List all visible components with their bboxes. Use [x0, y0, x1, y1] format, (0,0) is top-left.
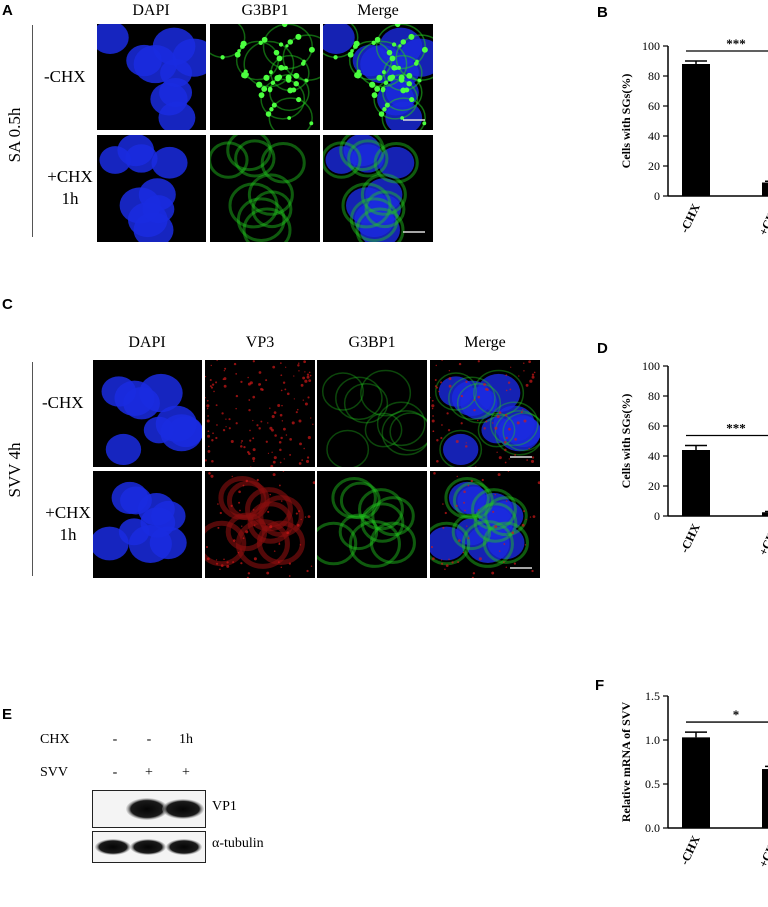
group-divider-a: [32, 25, 33, 237]
blot-band-tubulin: [92, 831, 206, 863]
micrograph-c-vp3-plus: [205, 471, 315, 578]
group-divider-c: [32, 362, 33, 576]
col-label-g3bp1-c: G3BP1: [348, 334, 396, 351]
blot-row-label-chx: CHX: [40, 732, 70, 747]
micrograph-c-g3bp1-minus: [317, 360, 427, 467]
y-tick-label: 80: [648, 69, 660, 83]
blot-row-label-svv: SVV: [40, 765, 69, 780]
micrograph-a-merge-plus: [323, 135, 433, 242]
micrograph-a-dapi-minus: [97, 24, 206, 130]
row-label-c-minus: -CHX: [42, 393, 84, 412]
group-label-a: SA 0.5h: [5, 107, 24, 163]
bar: [762, 512, 768, 516]
category-label: +CHX: [756, 201, 768, 238]
row-label-a-plus: +CHX 1h: [47, 167, 93, 208]
category-label: +CHX: [756, 833, 768, 870]
bar: [762, 769, 768, 828]
bar: [682, 737, 710, 828]
category-label: -CHX: [677, 201, 703, 235]
category-label: -CHX: [677, 521, 703, 555]
blot-sign-chx-3: 1h: [179, 732, 193, 747]
y-tick-label: 100: [642, 359, 660, 373]
category-label: -CHX: [677, 833, 703, 867]
blot-sign-svv-3: +: [182, 765, 190, 780]
micrograph-a-dapi-plus: [97, 135, 206, 242]
chart-b: 0 20 40 60 80 100 Cells with SGs(%) -CHX +CHX ***: [600, 30, 768, 270]
bar: [682, 450, 710, 516]
blot-sign-svv-1: -: [112, 765, 118, 780]
micrograph-c-dapi-plus: [93, 471, 202, 578]
micrograph-a-g3bp1-minus: [210, 24, 320, 130]
y-tick-label: 1.0: [645, 733, 660, 747]
significance-mark: *: [733, 707, 740, 722]
y-tick-label: 40: [648, 449, 660, 463]
y-tick-label: 100: [642, 39, 660, 53]
significance-mark: ***: [726, 421, 746, 436]
micrograph-c-merge-minus: [430, 360, 540, 467]
micrograph-c-merge-plus: [430, 471, 540, 578]
blot-sign-svv-2: +: [145, 765, 153, 780]
panel-letter-e: E: [2, 706, 13, 723]
significance-mark: ***: [726, 36, 746, 51]
blot-label-vp1: VP1: [212, 799, 237, 814]
panel-letter-b: B: [597, 4, 608, 21]
col-label-dapi-c: DAPI: [128, 334, 166, 351]
y-tick-label: 0.0: [645, 821, 660, 835]
micrograph-c-g3bp1-plus: [317, 471, 427, 578]
micrograph-c-vp3-minus: [205, 360, 315, 467]
blot-sign-chx-1: -: [112, 732, 118, 747]
panel-letter-a: A: [2, 2, 13, 19]
y-tick-label: 0: [654, 509, 660, 523]
col-label-merge-a: Merge: [357, 2, 399, 19]
col-label-dapi-a: DAPI: [132, 2, 170, 19]
y-tick-label: 40: [648, 129, 660, 143]
panel-letter-c: C: [2, 296, 13, 313]
y-tick-label: 0: [654, 189, 660, 203]
y-tick-label: 60: [648, 99, 660, 113]
row-label-c-plus: +CHX 1h: [45, 503, 91, 544]
y-tick-label: 60: [648, 419, 660, 433]
micrograph-a-merge-minus: [323, 24, 433, 130]
y-tick-label: 1.5: [645, 689, 660, 703]
y-axis-label: Relative mRNA of SVV: [619, 702, 633, 823]
blot-label-tubulin: α-tubulin: [212, 836, 264, 851]
chart-f: 0.0 0.5 1.0 1.5 Relative mRNA of SVV -CHX +CHX…: [600, 680, 768, 902]
panel-letter-f: F: [595, 677, 605, 694]
y-axis-label: Cells with SGs(%): [619, 394, 633, 489]
bar: [762, 182, 768, 196]
bar: [682, 64, 710, 196]
category-label: +CHX: [756, 521, 768, 558]
col-label-vp3-c: VP3: [245, 334, 275, 351]
blot-sign-chx-2: -: [146, 732, 152, 747]
col-label-merge-c: Merge: [464, 334, 506, 351]
micrograph-c-dapi-minus: [93, 360, 202, 467]
y-axis-label: Cells with SGs(%): [619, 74, 633, 169]
chart-d: 0 20 40 60 80 100 Cells with SGs(%) -CHX +CHX ***: [600, 350, 768, 590]
blot-band-vp1: [92, 790, 206, 828]
col-label-g3bp1-a: G3BP1: [241, 2, 289, 19]
y-tick-label: 20: [648, 159, 660, 173]
panel-letter-d: D: [597, 340, 608, 357]
y-tick-label: 20: [648, 479, 660, 493]
y-tick-label: 80: [648, 389, 660, 403]
y-tick-label: 0.5: [645, 777, 660, 791]
group-label-c: SVV 4h: [5, 442, 24, 498]
micrograph-a-g3bp1-plus: [210, 135, 320, 242]
row-label-a-minus: -CHX: [44, 67, 86, 86]
